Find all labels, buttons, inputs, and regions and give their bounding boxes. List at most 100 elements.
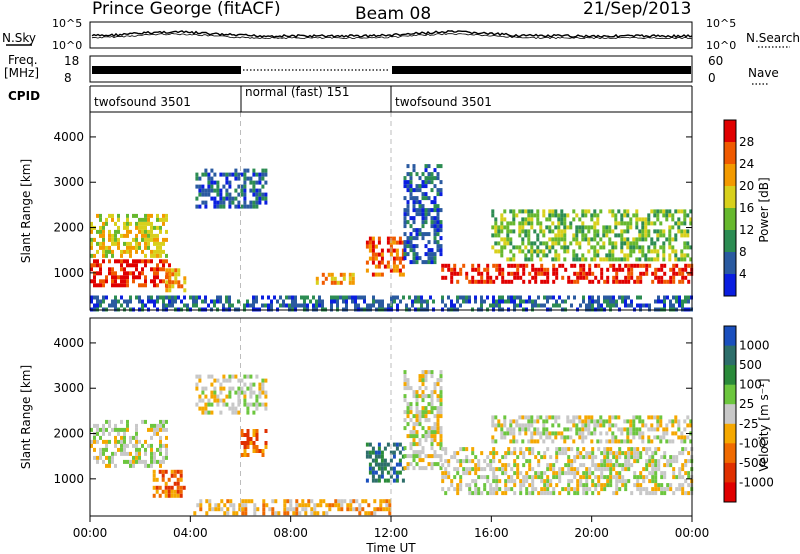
echo-cell	[555, 483, 558, 487]
echo-cell	[570, 467, 573, 471]
echo-cell	[530, 217, 533, 221]
echo-cell	[600, 475, 603, 479]
echo-cell	[120, 279, 123, 283]
echo-cell	[623, 419, 626, 423]
y-tick-label: 2000	[53, 221, 84, 235]
echo-cell	[590, 245, 593, 249]
echo-cell	[214, 503, 217, 507]
echo-cell	[243, 205, 246, 209]
echo-cell	[428, 248, 431, 252]
echo-cell	[413, 204, 416, 208]
echo-cell	[93, 238, 96, 242]
echo-cell	[352, 277, 355, 281]
echo-cell	[162, 424, 165, 428]
echo-cell	[668, 439, 671, 443]
echo-cell	[132, 279, 135, 283]
echo-cell	[228, 304, 231, 308]
echo-cell	[683, 245, 686, 249]
echo-cell	[162, 304, 165, 308]
echo-cell	[381, 463, 384, 467]
echo-cell	[237, 177, 240, 181]
echo-cell	[255, 181, 258, 185]
echo-cell	[608, 253, 611, 257]
echo-cell	[404, 220, 407, 224]
echo-cell	[216, 395, 219, 399]
echo-cell	[410, 240, 413, 244]
echo-cell	[587, 225, 590, 229]
echo-cell	[543, 296, 546, 300]
echo-cell	[434, 224, 437, 228]
echo-cell	[600, 483, 603, 487]
echo-cell	[540, 471, 543, 475]
echo-cell	[555, 447, 558, 451]
echo-cell	[410, 418, 413, 422]
echo-cell	[620, 249, 623, 253]
echo-cell	[108, 271, 111, 275]
echo-cell	[543, 272, 546, 276]
echo-cell	[621, 483, 624, 487]
echo-cell	[404, 386, 407, 390]
echo-cell	[244, 449, 247, 453]
echo-cell	[367, 503, 370, 507]
echo-cell	[545, 217, 548, 221]
echo-cell	[651, 463, 654, 467]
echo-cell	[606, 280, 609, 284]
echo-cell	[283, 499, 286, 503]
echo-cell	[264, 193, 267, 197]
echo-cell	[216, 403, 219, 407]
echo-cell	[440, 406, 443, 410]
echo-cell	[366, 443, 369, 447]
echo-cell	[671, 225, 674, 229]
echo-cell	[507, 479, 510, 483]
echo-cell	[551, 241, 554, 245]
echo-cell	[681, 280, 684, 284]
echo-cell	[120, 448, 123, 452]
echo-cell	[150, 267, 153, 271]
echo-cell	[516, 264, 519, 268]
echo-cell	[286, 507, 289, 511]
echo-cell	[471, 268, 474, 272]
echo-cell	[237, 403, 240, 407]
echo-cell	[440, 224, 443, 228]
echo-cell	[120, 267, 123, 271]
echo-cell	[515, 213, 518, 217]
echo-cell	[150, 238, 153, 242]
echo-cell	[615, 471, 618, 475]
echo-cell	[201, 189, 204, 193]
echo-cell	[554, 209, 557, 213]
echo-cell	[519, 479, 522, 483]
echo-cell	[566, 419, 569, 423]
echo-cell	[600, 276, 603, 280]
echo-cell	[205, 499, 208, 503]
echo-cell	[141, 271, 144, 275]
echo-cell	[491, 245, 494, 249]
echo-cell	[603, 455, 606, 459]
echo-cell	[647, 415, 650, 419]
echo-cell	[665, 439, 668, 443]
echo-cell	[654, 451, 657, 455]
echo-cell	[447, 296, 450, 300]
echo-cell	[528, 451, 531, 455]
echo-cell	[525, 447, 528, 451]
echo-cell	[282, 300, 285, 304]
echo-cell	[665, 217, 668, 221]
echo-cell	[117, 428, 120, 432]
echo-cell	[410, 446, 413, 450]
echo-cell	[552, 296, 555, 300]
echo-cell	[533, 249, 536, 253]
echo-cell	[396, 443, 399, 447]
y-tick-label: 2000	[53, 427, 84, 441]
echo-cell	[120, 436, 123, 440]
echo-cell	[431, 256, 434, 260]
echo-cell	[413, 196, 416, 200]
echo-cell	[105, 428, 108, 432]
echo-cell	[642, 467, 645, 471]
echo-cell	[232, 511, 235, 515]
echo-cell	[407, 240, 410, 244]
echo-cell	[431, 394, 434, 398]
echo-cell	[627, 479, 630, 483]
echo-cell	[153, 226, 156, 230]
echo-cell	[431, 406, 434, 410]
echo-cell	[267, 296, 270, 300]
echo-cell	[372, 467, 375, 471]
